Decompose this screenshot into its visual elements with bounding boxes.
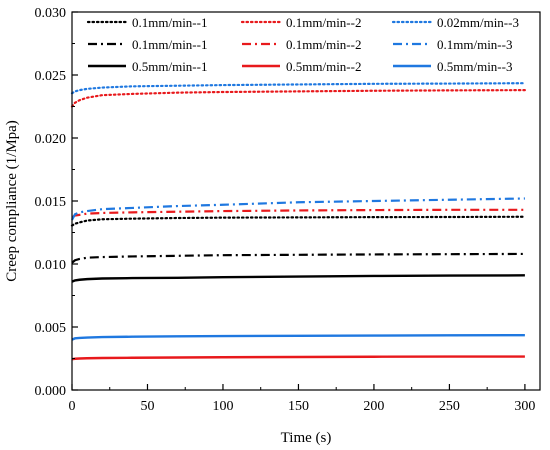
x-tick-label: 50 <box>140 399 154 414</box>
series-line-4 <box>71 252 525 264</box>
x-axis-title: Time (s) <box>281 430 332 446</box>
series-line-7 <box>71 274 525 283</box>
y-axis-title: Creep compliance (1/Mpa) <box>4 120 20 282</box>
x-tick-label: 250 <box>439 399 460 414</box>
ticks-layer: 0 50 100 150 200 250 300 0.000 0.005 0.010 0.015 0.… <box>35 6 536 414</box>
x-tick-label: 100 <box>212 399 233 414</box>
legend-label-9: 0.5mm/min--3 <box>437 59 512 74</box>
series-line-1 <box>70 215 527 227</box>
series-line-6 <box>71 197 525 221</box>
series-line-5 <box>71 208 525 219</box>
legend-label-3: 0.02mm/min--3 <box>437 15 519 30</box>
legend-label-8: 0.5mm/min--2 <box>286 59 361 74</box>
y-tick-label: 0.005 <box>35 321 67 336</box>
y-tick-label: 0.000 <box>35 384 67 399</box>
x-tick-label: 150 <box>288 399 309 414</box>
y-tick-label: 0.025 <box>35 69 67 84</box>
y-tick-label: 0.010 <box>35 258 67 273</box>
legend-label-7: 0.5mm/min--1 <box>132 59 207 74</box>
y-tick-label: 0.030 <box>35 6 67 21</box>
legend-label-1: 0.1mm/min--1 <box>132 15 207 30</box>
y-tick-label: 0.015 <box>35 195 67 210</box>
legend: 0.1mm/min--1 0.1mm/min--2 0.02mm/min--3 0.1… <box>86 15 519 74</box>
series-line-3 <box>70 82 527 95</box>
y-tick-label: 0.020 <box>35 132 67 147</box>
x-tick-label: 200 <box>363 399 384 414</box>
x-tick-label: 300 <box>514 399 535 414</box>
series-line-2 <box>70 89 527 108</box>
legend-label-2: 0.1mm/min--2 <box>286 15 361 30</box>
series-line-8 <box>71 355 525 361</box>
series-line-9 <box>71 333 525 341</box>
series-layer <box>70 82 527 361</box>
legend-label-4: 0.1mm/min--1 <box>132 37 207 52</box>
legend-label-5: 0.1mm/min--2 <box>286 37 361 52</box>
legend-label-6: 0.1mm/min--3 <box>437 37 512 52</box>
x-tick-label: 0 <box>69 399 76 414</box>
